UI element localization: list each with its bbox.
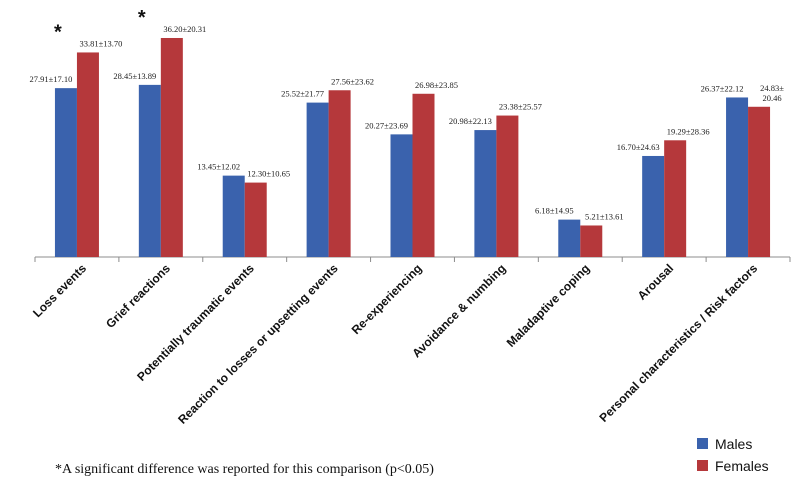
chart-bars xyxy=(54,37,771,258)
legend-label-females: Females xyxy=(715,458,769,474)
legend-label-males: Males xyxy=(715,436,752,452)
value-label-males-1: 27.91±17.10 xyxy=(29,74,72,84)
bar-males-5 xyxy=(390,134,413,257)
category-label-7: Maladaptive coping xyxy=(504,261,593,350)
value-label-males-3: 13.45±12.02 xyxy=(197,162,240,172)
value-label-females-6: 23.38±25.57 xyxy=(499,102,542,112)
legend-swatch-females xyxy=(697,460,708,471)
chart-significance-markers: ** xyxy=(54,7,146,43)
value-label-females-7: 5.21±13.61 xyxy=(585,211,624,221)
bar-females-2 xyxy=(160,37,183,257)
bar-males-6 xyxy=(474,130,497,257)
value-label-females-8: 19.29±28.36 xyxy=(667,126,710,136)
bar-females-4 xyxy=(328,90,351,258)
category-label-4: Reaction to losses or upsetting events xyxy=(175,261,341,427)
bar-females-3 xyxy=(244,182,267,257)
bar-females-5 xyxy=(412,93,435,258)
value-label-females-1: 33.81±13.70 xyxy=(79,38,122,48)
value-label-males-7: 6.18±14.95 xyxy=(535,206,574,216)
value-label-females-4: 27.56±23.62 xyxy=(331,76,374,86)
bar-males-1 xyxy=(54,88,77,257)
category-label-6: Avoidance & numbing xyxy=(409,261,508,360)
value-label-females-2: 36.20±20.31 xyxy=(163,24,206,34)
value-label-males-5: 20.27±23.69 xyxy=(365,120,408,130)
bar-females-9 xyxy=(748,106,771,257)
value-label-males-6: 20.98±22.13 xyxy=(449,116,492,126)
chart-value-labels: 27.91±17.10 33.81±13.70 28.45±13.89 36.20±2… xyxy=(29,24,784,221)
value-label-males-4: 25.52±21.77 xyxy=(281,89,324,99)
value-label-males-9: 26.37±22.12 xyxy=(701,83,744,93)
significance-star-1: * xyxy=(54,21,62,43)
value-label-males-8: 16.70±24.63 xyxy=(617,142,660,152)
bar-males-8 xyxy=(642,155,665,257)
category-label-8: Arousal xyxy=(635,261,676,302)
footnote: *A significant difference was reported f… xyxy=(55,462,434,477)
bar-males-9 xyxy=(726,97,749,257)
value-label-females-9: 24.83± 20.46 xyxy=(760,83,784,103)
bar-females-7 xyxy=(580,225,603,257)
significance-star-2: * xyxy=(138,7,146,29)
value-label-females-5: 26.98±23.85 xyxy=(415,80,458,90)
value-label-males-2: 28.45±13.89 xyxy=(113,71,156,81)
category-label-5: Re-experiencing xyxy=(349,261,425,337)
category-label-9: Personal characteristics / Risk factors xyxy=(597,261,761,425)
bar-males-7 xyxy=(558,219,581,257)
bar-males-4 xyxy=(306,102,329,257)
category-label-2: Grief reactions xyxy=(103,261,173,331)
bar-males-2 xyxy=(138,84,161,257)
chart-legend: Males Females xyxy=(697,436,769,474)
bar-males-3 xyxy=(222,175,245,257)
bar-females-1 xyxy=(76,52,99,258)
category-label-1: Loss events xyxy=(30,261,89,320)
legend-swatch-males xyxy=(697,438,708,449)
value-label-females-3: 12.30±10.65 xyxy=(247,169,290,179)
chart-axes xyxy=(34,256,791,262)
bar-females-6 xyxy=(496,115,519,258)
bar-females-8 xyxy=(664,140,687,257)
